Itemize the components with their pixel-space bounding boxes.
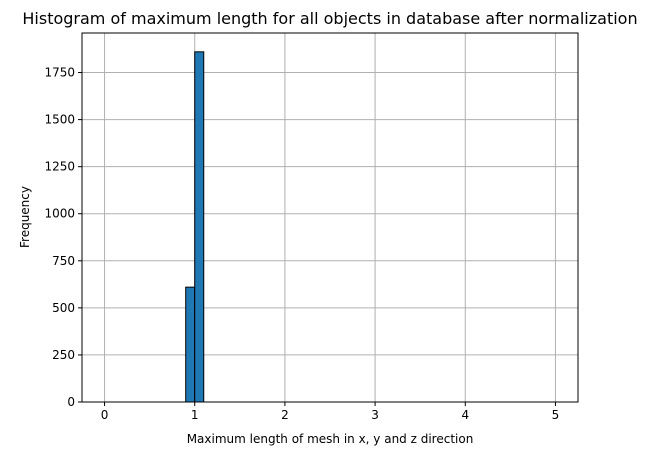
histogram-bar xyxy=(185,286,196,403)
y-tick-label: 1000 xyxy=(44,207,75,221)
y-tick-label: 1250 xyxy=(44,160,75,174)
y-axis-ticks: 0 250 500 750 1000 1250 1500 1750 xyxy=(44,66,82,409)
x-tick-label: 1 xyxy=(191,408,199,422)
y-tick-label: 250 xyxy=(52,348,75,362)
x-tick-label: 4 xyxy=(461,408,469,422)
chart-title: Histogram of maximum length for all obje… xyxy=(22,9,637,28)
y-tick-label: 750 xyxy=(52,254,75,268)
y-tick-label: 0 xyxy=(67,395,75,409)
y-tick-label: 1750 xyxy=(44,66,75,80)
y-axis-label: Frequency xyxy=(18,186,32,248)
x-tick-label: 3 xyxy=(371,408,379,422)
histogram-bars xyxy=(185,51,205,403)
x-axis-label: Maximum length of mesh in x, y and z dir… xyxy=(187,432,474,446)
plot-frame xyxy=(81,32,579,403)
x-tick-label: 2 xyxy=(281,408,289,422)
x-axis-ticks: 0 1 2 3 4 5 xyxy=(101,402,560,422)
histogram-bar xyxy=(194,51,205,403)
y-tick-label: 500 xyxy=(52,301,75,315)
y-tick-label: 1500 xyxy=(44,113,75,127)
x-tick-label: 0 xyxy=(101,408,109,422)
x-tick-label: 5 xyxy=(552,408,560,422)
grid-lines xyxy=(82,33,578,403)
